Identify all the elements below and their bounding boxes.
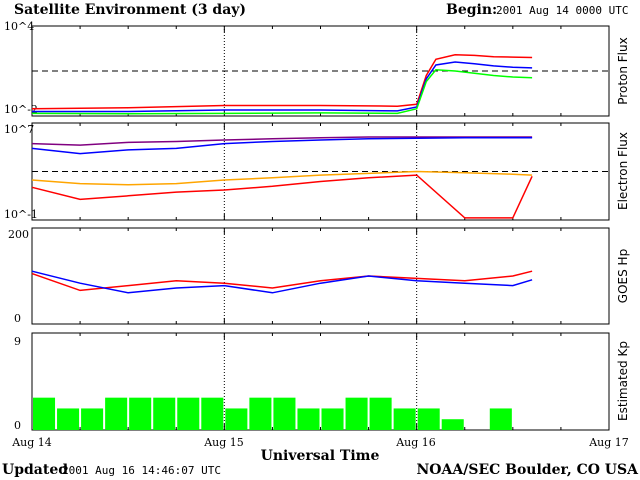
proton-ytick-bottom: 10^-2 <box>4 103 38 116</box>
begin-label: Begin: <box>446 2 497 18</box>
x-axis-label: Universal Time <box>261 448 380 464</box>
series-line <box>31 137 533 155</box>
kp-ylabel: Estimated Kp <box>616 341 630 421</box>
electron-ytick-top: 10^7 <box>4 123 34 136</box>
kp-bar <box>249 397 272 430</box>
series-line <box>31 170 533 186</box>
kp-ytick-top: 9 <box>14 335 21 348</box>
series-line <box>31 174 533 219</box>
kp-bar <box>105 397 128 430</box>
goes-ylabel: GOES Hp <box>616 249 630 303</box>
electron-ylabel: Electron Flux <box>616 132 630 210</box>
kp-bar <box>369 397 392 430</box>
kp-bar <box>225 408 248 430</box>
kp-bar <box>57 408 80 430</box>
x-tick-label: Aug 15 <box>203 436 244 449</box>
proton-ytick-top: 10^4 <box>4 20 34 33</box>
series-line <box>31 54 533 110</box>
kp-bar <box>153 397 176 430</box>
kp-bar <box>201 397 224 430</box>
page-title: Satellite Environment (3 day) <box>14 2 246 18</box>
updated-value: 2001 Aug 16 14:46:07 UTC <box>62 464 221 477</box>
series-line <box>32 61 533 113</box>
goes-ytick-bottom: 0 <box>14 312 21 325</box>
electron-ytick-bottom: 10^-1 <box>4 208 38 221</box>
kp-bar <box>441 419 464 430</box>
kp-bar <box>345 397 368 430</box>
kp-bar <box>33 397 56 430</box>
kp-bar <box>81 408 104 430</box>
x-tick-label: Aug 16 <box>395 436 436 449</box>
kp-bar <box>489 408 512 430</box>
kp-bar <box>321 408 344 430</box>
x-tick-label: Aug 14 <box>11 436 52 449</box>
series-line <box>31 270 533 292</box>
updated-label: Updated <box>2 462 68 478</box>
x-tick-label: Aug 17 <box>588 436 629 449</box>
kp-bar <box>129 397 152 430</box>
series-line <box>31 136 533 146</box>
begin-value: 2001 Aug 14 0000 UTC <box>496 4 628 17</box>
kp-bar <box>273 397 296 430</box>
kp-bar <box>297 408 320 430</box>
series-line <box>31 69 533 115</box>
kp-bar <box>417 408 440 430</box>
kp-bar <box>177 397 200 430</box>
goes-ytick-top: 200 <box>8 228 29 241</box>
proton-ylabel: Proton Flux <box>616 37 630 104</box>
goes-panel-frame <box>31 227 610 325</box>
kp-bar <box>393 408 416 430</box>
kp-ytick-bottom: 0 <box>14 419 21 432</box>
series-line <box>31 270 533 294</box>
credit: NOAA/SEC Boulder, CO USA <box>417 462 640 478</box>
